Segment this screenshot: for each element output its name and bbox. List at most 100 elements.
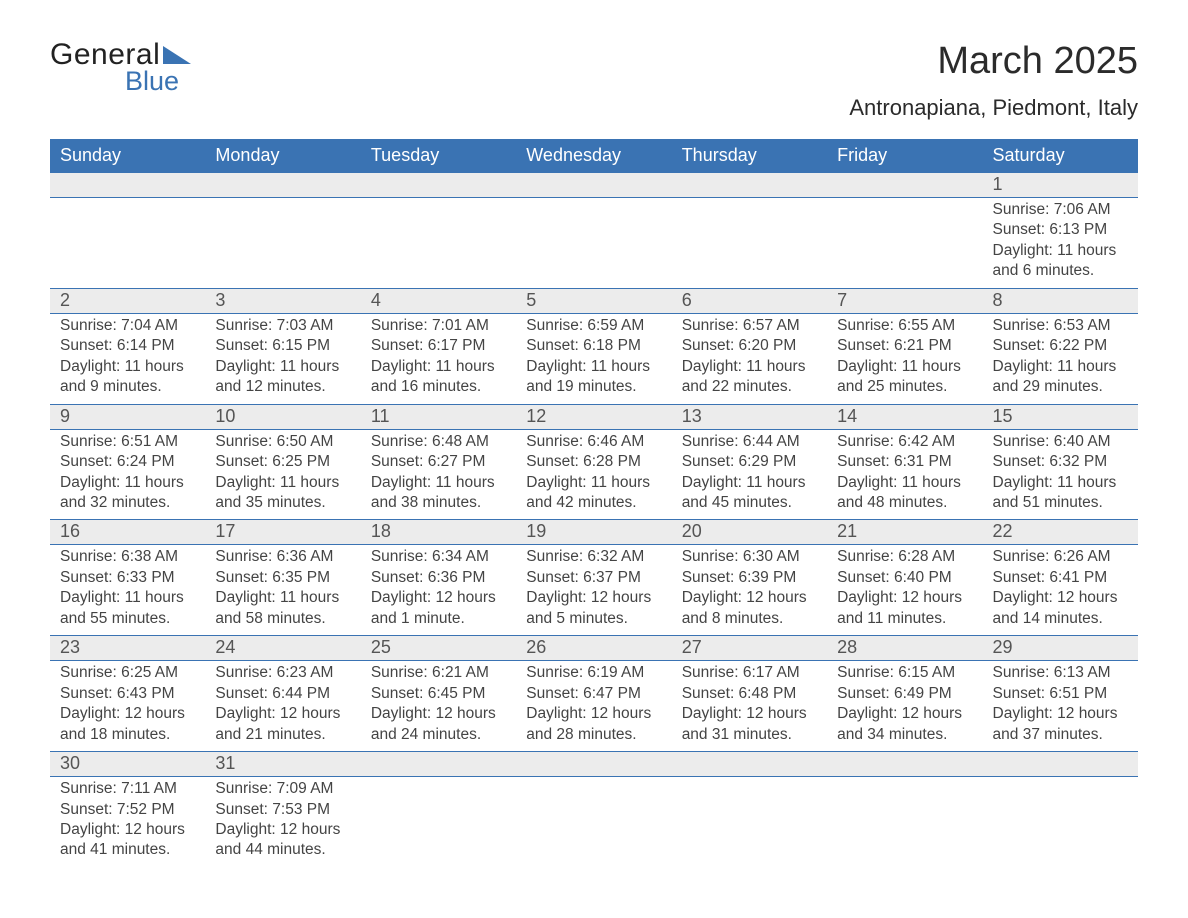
- daylight-line: Daylight: 12 hours and 11 minutes.: [837, 588, 972, 629]
- sunset-line: Sunset: 6:43 PM: [60, 684, 195, 704]
- sunrise-line: Sunrise: 7:01 AM: [371, 316, 506, 336]
- week-daynum-row: 1: [50, 173, 1138, 198]
- day-details-cell: [50, 198, 205, 289]
- day-number: 20: [672, 520, 827, 544]
- daylight-line: Daylight: 12 hours and 31 minutes.: [682, 704, 817, 745]
- day-number: 18: [361, 520, 516, 544]
- day-number-cell: 23: [50, 636, 205, 661]
- day-number-cell: 6: [672, 288, 827, 313]
- day-number-cell: 8: [983, 288, 1138, 313]
- sunrise-line: Sunrise: 6:53 AM: [993, 316, 1128, 336]
- daylight-line: Daylight: 12 hours and 18 minutes.: [60, 704, 195, 745]
- day-details-cell: Sunrise: 6:51 AMSunset: 6:24 PMDaylight:…: [50, 429, 205, 520]
- day-number: 17: [205, 520, 360, 544]
- day-number-cell: [361, 752, 516, 777]
- day-number: 31: [205, 752, 360, 776]
- day-number-cell: 26: [516, 636, 671, 661]
- sunrise-line: Sunrise: 7:09 AM: [215, 779, 350, 799]
- sunset-line: Sunset: 6:45 PM: [371, 684, 506, 704]
- day-number: 11: [361, 405, 516, 429]
- week-details-row: Sunrise: 6:51 AMSunset: 6:24 PMDaylight:…: [50, 429, 1138, 520]
- day-details-cell: Sunrise: 7:09 AMSunset: 7:53 PMDaylight:…: [205, 777, 360, 867]
- dayheader-wednesday: Wednesday: [516, 139, 671, 173]
- daylight-line: Daylight: 12 hours and 8 minutes.: [682, 588, 817, 629]
- week-details-row: Sunrise: 7:04 AMSunset: 6:14 PMDaylight:…: [50, 313, 1138, 404]
- day-details-cell: [672, 777, 827, 867]
- day-details: Sunrise: 6:42 AMSunset: 6:31 PMDaylight:…: [827, 430, 982, 520]
- day-details: Sunrise: 6:57 AMSunset: 6:20 PMDaylight:…: [672, 314, 827, 404]
- daylight-line: Daylight: 11 hours and 42 minutes.: [526, 473, 661, 514]
- day-details-cell: Sunrise: 6:59 AMSunset: 6:18 PMDaylight:…: [516, 313, 671, 404]
- day-details-cell: Sunrise: 6:25 AMSunset: 6:43 PMDaylight:…: [50, 661, 205, 752]
- dayheader-monday: Monday: [205, 139, 360, 173]
- day-details-cell: [672, 198, 827, 289]
- daylight-line: Daylight: 11 hours and 51 minutes.: [993, 473, 1128, 514]
- day-details-cell: Sunrise: 6:48 AMSunset: 6:27 PMDaylight:…: [361, 429, 516, 520]
- day-number-cell: [516, 752, 671, 777]
- sunset-line: Sunset: 6:22 PM: [993, 336, 1128, 356]
- week-daynum-row: 2345678: [50, 288, 1138, 313]
- day-number: 6: [672, 289, 827, 313]
- day-number-cell: [983, 752, 1138, 777]
- daylight-line: Daylight: 11 hours and 25 minutes.: [837, 357, 972, 398]
- day-number-cell: [361, 173, 516, 198]
- sunset-line: Sunset: 6:18 PM: [526, 336, 661, 356]
- day-details-cell: Sunrise: 7:06 AMSunset: 6:13 PMDaylight:…: [983, 198, 1138, 289]
- sunrise-line: Sunrise: 6:19 AM: [526, 663, 661, 683]
- sunset-line: Sunset: 6:13 PM: [993, 220, 1128, 240]
- dayheader-friday: Friday: [827, 139, 982, 173]
- day-number-cell: 21: [827, 520, 982, 545]
- week-daynum-row: 23242526272829: [50, 636, 1138, 661]
- day-number-cell: 19: [516, 520, 671, 545]
- day-details-cell: Sunrise: 6:13 AMSunset: 6:51 PMDaylight:…: [983, 661, 1138, 752]
- week-details-row: Sunrise: 7:11 AMSunset: 7:52 PMDaylight:…: [50, 777, 1138, 867]
- day-details-cell: Sunrise: 6:40 AMSunset: 6:32 PMDaylight:…: [983, 429, 1138, 520]
- day-details: Sunrise: 6:15 AMSunset: 6:49 PMDaylight:…: [827, 661, 982, 751]
- sunrise-line: Sunrise: 6:57 AM: [682, 316, 817, 336]
- logo: General Blue: [50, 40, 191, 95]
- sunrise-line: Sunrise: 6:21 AM: [371, 663, 506, 683]
- day-number-cell: [516, 173, 671, 198]
- day-number-cell: 1: [983, 173, 1138, 198]
- day-details: Sunrise: 7:01 AMSunset: 6:17 PMDaylight:…: [361, 314, 516, 404]
- day-number-cell: 27: [672, 636, 827, 661]
- sunset-line: Sunset: 6:51 PM: [993, 684, 1128, 704]
- day-details: Sunrise: 6:26 AMSunset: 6:41 PMDaylight:…: [983, 545, 1138, 635]
- daylight-line: Daylight: 11 hours and 35 minutes.: [215, 473, 350, 514]
- day-details-cell: Sunrise: 7:03 AMSunset: 6:15 PMDaylight:…: [205, 313, 360, 404]
- day-details-cell: Sunrise: 6:50 AMSunset: 6:25 PMDaylight:…: [205, 429, 360, 520]
- sunset-line: Sunset: 6:33 PM: [60, 568, 195, 588]
- day-details-cell: Sunrise: 7:11 AMSunset: 7:52 PMDaylight:…: [50, 777, 205, 867]
- day-details-cell: Sunrise: 6:42 AMSunset: 6:31 PMDaylight:…: [827, 429, 982, 520]
- day-number-cell: [827, 752, 982, 777]
- day-number-cell: 29: [983, 636, 1138, 661]
- sunset-line: Sunset: 6:39 PM: [682, 568, 817, 588]
- day-number-cell: 2: [50, 288, 205, 313]
- day-number-cell: [672, 752, 827, 777]
- day-number-cell: 30: [50, 752, 205, 777]
- day-number: 15: [983, 405, 1138, 429]
- day-number: 27: [672, 636, 827, 660]
- sunset-line: Sunset: 6:15 PM: [215, 336, 350, 356]
- day-number-cell: 24: [205, 636, 360, 661]
- sunrise-line: Sunrise: 7:03 AM: [215, 316, 350, 336]
- day-details: Sunrise: 6:32 AMSunset: 6:37 PMDaylight:…: [516, 545, 671, 635]
- day-number-cell: 9: [50, 404, 205, 429]
- sunset-line: Sunset: 6:37 PM: [526, 568, 661, 588]
- day-details-cell: Sunrise: 7:01 AMSunset: 6:17 PMDaylight:…: [361, 313, 516, 404]
- sunset-line: Sunset: 7:52 PM: [60, 800, 195, 820]
- sunrise-line: Sunrise: 6:59 AM: [526, 316, 661, 336]
- day-details: Sunrise: 6:48 AMSunset: 6:27 PMDaylight:…: [361, 430, 516, 520]
- day-number-cell: 16: [50, 520, 205, 545]
- daylight-line: Daylight: 11 hours and 16 minutes.: [371, 357, 506, 398]
- day-number: 30: [50, 752, 205, 776]
- daylight-line: Daylight: 11 hours and 19 minutes.: [526, 357, 661, 398]
- day-details-cell: [361, 198, 516, 289]
- day-number: 9: [50, 405, 205, 429]
- daylight-line: Daylight: 11 hours and 6 minutes.: [993, 241, 1128, 282]
- sunrise-line: Sunrise: 6:25 AM: [60, 663, 195, 683]
- day-details: Sunrise: 6:30 AMSunset: 6:39 PMDaylight:…: [672, 545, 827, 635]
- week-daynum-row: 3031: [50, 752, 1138, 777]
- sunrise-line: Sunrise: 6:51 AM: [60, 432, 195, 452]
- day-details: Sunrise: 7:04 AMSunset: 6:14 PMDaylight:…: [50, 314, 205, 404]
